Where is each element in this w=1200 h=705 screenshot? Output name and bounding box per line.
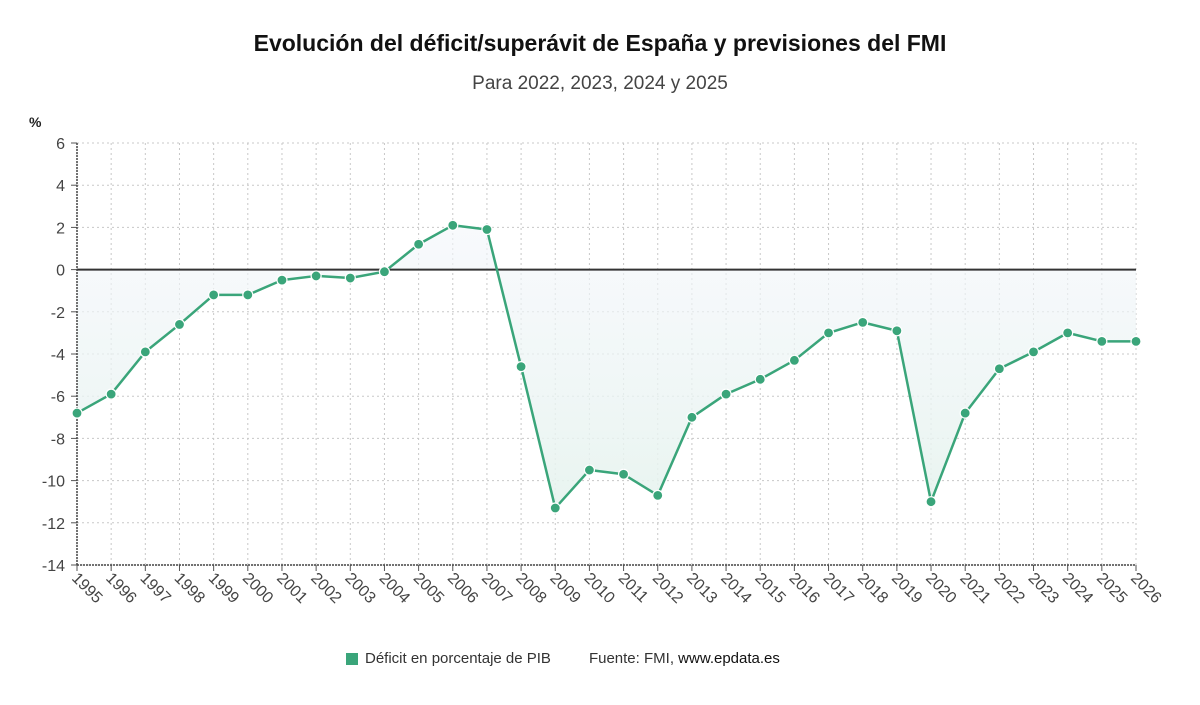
legend-label: Déficit en porcentaje de PIB [365,650,551,667]
series-area [77,225,1136,509]
x-tick-label: 1996 [102,570,139,607]
x-tick-label: 2024 [1059,570,1096,607]
chart-subtitle: Para 2022, 2023, 2024 y 2025 [472,73,728,94]
data-point [515,361,527,373]
data-point [583,464,596,476]
x-tick-label: 2005 [410,570,447,607]
x-tick-label: 2026 [1127,570,1164,607]
area-fill-layer [77,225,1136,509]
data-point [891,325,903,337]
x-tick-label: 2003 [341,570,378,607]
x-tick-label: 2004 [376,570,413,607]
x-tick-label: 2012 [649,570,686,607]
data-point [447,219,459,231]
y-tick-label: -14 [42,558,65,575]
y-tick-label: 2 [56,220,65,237]
x-tick-label: 2025 [1093,570,1130,607]
x-tick-label: 2002 [307,570,344,607]
series-layer [71,219,1142,514]
data-point [652,489,664,501]
x-tick-label: 2017 [820,570,857,607]
chart-title: Evolución del déficit/superávit de Españ… [253,30,947,56]
data-point [993,363,1005,375]
y-tick-label: 6 [56,136,65,153]
y-tick-label: -2 [51,305,65,322]
source-prefix: Fuente: FMI, [588,650,679,667]
data-point [481,223,493,236]
x-tick-label: 2020 [922,570,959,607]
data-point [1027,346,1040,358]
data-point [71,407,83,419]
data-point [822,327,835,339]
data-point [310,270,322,282]
data-point [754,373,766,385]
y-tick-label: -12 [42,516,65,533]
data-point [788,354,800,366]
source-note: Fuente: FMI, www.epdata.es [589,650,780,667]
axes [71,142,1137,571]
source-link[interactable]: www.epdata.es [678,650,780,667]
data-point [1130,335,1142,347]
y-tick-label: -10 [42,474,65,491]
y-tick-label: -6 [51,389,65,406]
x-tick-label: 2010 [581,570,618,607]
data-point [344,272,356,284]
data-point [413,238,425,250]
x-tick-label: 2001 [273,570,310,607]
x-tick-label: 2022 [991,570,1028,607]
data-point [105,388,117,400]
legend-swatch [346,652,358,665]
data-point [276,274,288,286]
data-point [139,346,151,358]
x-tick-label: 1997 [136,570,173,607]
data-point [378,266,391,278]
data-point [959,407,971,419]
y-tick-label: 0 [56,263,65,280]
y-tick-labels: 6 4 2 0 -2 -4 -6 -8 -10 -12 -14 [42,136,65,575]
x-tick-label: 2008 [512,570,549,607]
x-tick-label: 2023 [1025,570,1062,607]
x-tick-label: 1995 [68,570,105,607]
data-point [617,468,630,480]
x-tick-label: 2011 [615,570,651,606]
x-tick-label: 2009 [546,570,583,607]
legend: Déficit en porcentaje de PIB Fuente: FMI… [346,650,780,667]
x-tick-label: 2006 [444,570,481,607]
data-point [1096,335,1108,347]
x-tick-label: 1999 [205,570,242,607]
data-point [720,388,732,400]
data-point [1062,327,1074,339]
x-tick-label: 2000 [239,570,276,607]
series-line [76,224,1136,510]
data-point [925,496,937,508]
y-tick-label: -8 [51,431,65,448]
data-point [686,411,698,423]
x-tick-labels: 1995199619971998199920002001200220032004… [68,570,1164,607]
y-axis-unit-label: % [29,114,42,130]
x-tick-label: 2014 [717,570,754,607]
x-tick-label: 2016 [786,570,823,607]
y-tick-label: -4 [51,347,65,364]
x-tick-label: 2015 [751,570,788,607]
x-tick-label: 1998 [171,570,208,607]
data-point [857,316,869,328]
x-tick-label: 2019 [888,570,925,607]
data-point [549,502,561,514]
x-tick-label: 2013 [683,570,720,607]
y-tick-label: 4 [56,178,65,195]
data-point [242,289,254,301]
line-chart: 6 4 2 0 -2 -4 -6 -8 -10 -12 -14 199519961997199819… [42,136,1165,607]
x-tick-label: 2021 [956,570,993,607]
data-point [173,318,186,331]
x-tick-label: 2018 [854,570,891,607]
data-point [208,289,220,301]
x-tick-label: 2007 [478,570,515,607]
